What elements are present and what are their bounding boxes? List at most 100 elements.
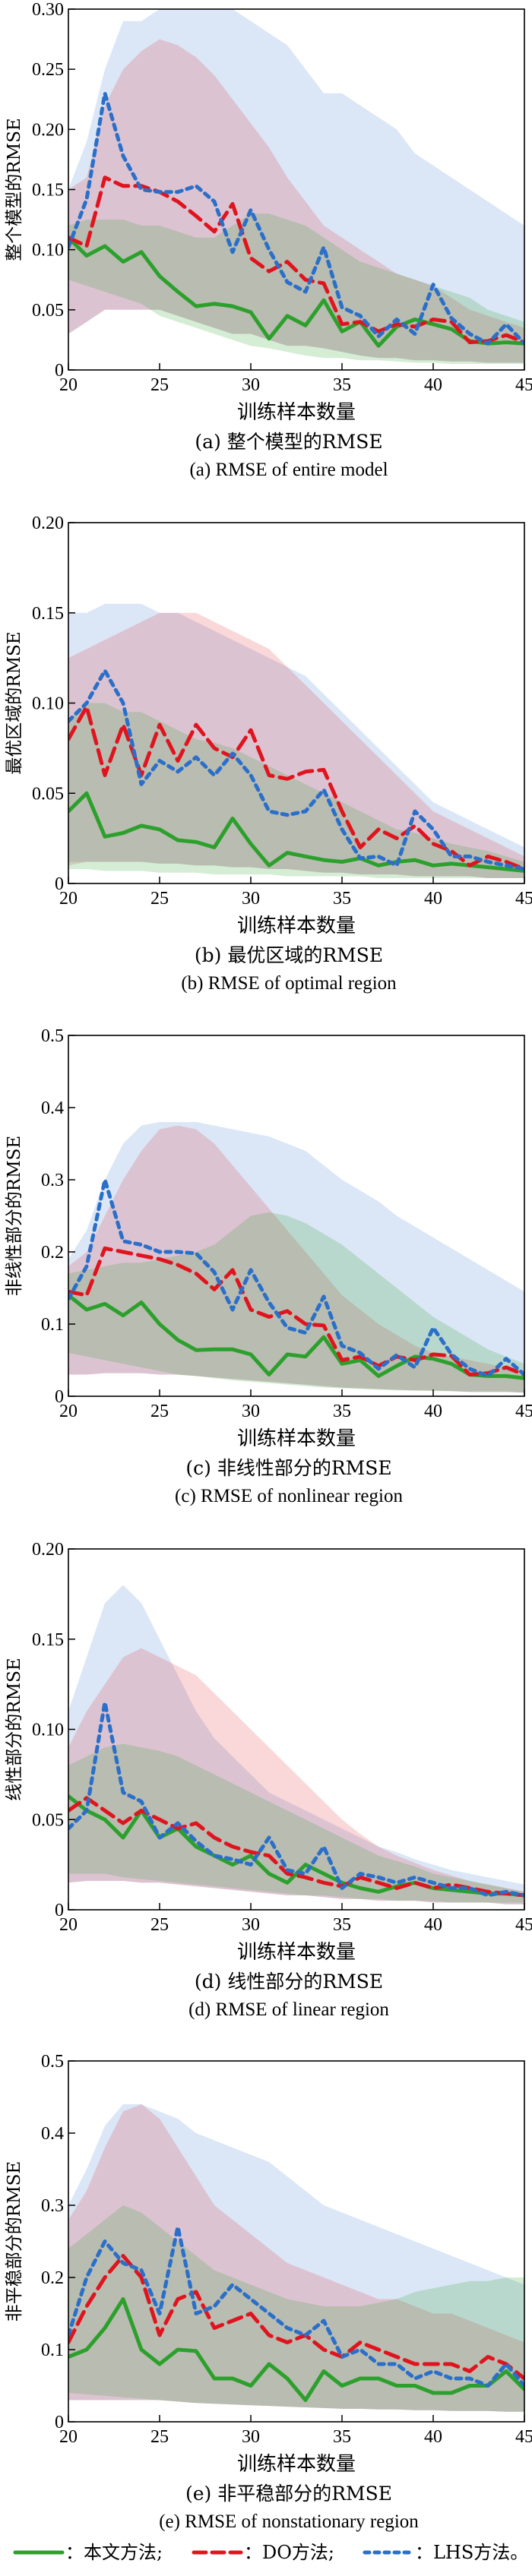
band-2 [68, 9, 524, 363]
y-tick-label: 0.15 [32, 604, 64, 624]
y-tick-label: 0.20 [32, 1540, 64, 1560]
series-line-0 [68, 2297, 524, 2402]
band-0 [68, 1212, 524, 1393]
x-tick-label: 25 [150, 1402, 169, 1421]
y-axis-label: 非线性部分的RMSE [5, 1136, 24, 1296]
caption-zh: (b) 最优区域的RMSE [195, 944, 383, 966]
x-tick-label: 35 [333, 2427, 351, 2447]
chart-panel-a: 0 0.05 0.10 0.15 0.20 0.25 0.30 20 25 30 35 40 45 整个模… [5, 0, 532, 480]
x-tick-label: 45 [515, 375, 532, 395]
caption-en: (d) RMSE of linear region [188, 1999, 389, 2020]
x-tick-label: 30 [242, 1915, 260, 1935]
plot-area [68, 9, 524, 365]
y-tick-label: 0.20 [32, 514, 64, 533]
plot-area [68, 1122, 524, 1393]
caption-en: (e) RMSE of nonstationary region [159, 2511, 419, 2532]
plot-area [68, 603, 524, 878]
x-tick-label: 25 [150, 889, 169, 909]
axes-frame [68, 2060, 525, 2423]
plot-area [68, 2104, 524, 2412]
y-tick-label: 0.10 [32, 694, 64, 714]
x-axis-label: 训练样本数量 [237, 1427, 356, 1450]
y-axis-label: 最优区域的RMSE [5, 631, 24, 774]
chart-panel-c: 0 0.1 0.2 0.3 0.4 0.5 20 25 30 35 40 45 非线性部分的RMSE 训练… [5, 1026, 532, 1506]
y-tick-label: 0.4 [41, 2124, 64, 2144]
x-tick-label: 20 [59, 375, 78, 395]
y-tick-label: 0.05 [32, 1810, 64, 1830]
series-line-1 [68, 1246, 524, 1377]
y-tick-label: 0.25 [32, 60, 64, 80]
band-2 [68, 1585, 524, 1904]
y-tick-label: 0.1 [41, 2341, 64, 2360]
x-tick-label: 20 [59, 889, 78, 909]
x-tick-label: 30 [242, 375, 260, 395]
x-tick-label: 20 [59, 2427, 78, 2447]
y-tick-label: 0.20 [32, 120, 64, 140]
x-tick-label: 40 [424, 1915, 442, 1935]
legend-label-1: ：DO方法; [244, 2542, 334, 2563]
y-tick-label: 0 [55, 874, 64, 894]
chart-panel-e: 0 0.1 0.2 0.3 0.4 0.5 20 25 30 35 40 45 非平稳部分的RMSE 训练… [5, 2052, 532, 2532]
y-tick-label: 0.3 [41, 2196, 64, 2216]
series-line-0 [68, 791, 524, 873]
y-tick-label: 0.30 [32, 0, 64, 20]
series-line-1 [68, 1796, 524, 1898]
x-tick-label: 40 [424, 889, 442, 909]
x-tick-label: 25 [150, 375, 169, 395]
legend: ：本文方法; ：DO方法; ：LHS方法。 [13, 2542, 528, 2563]
x-tick-label: 20 [59, 1915, 78, 1935]
x-tick-label: 45 [515, 2427, 532, 2447]
series-line-2 [68, 1700, 524, 1898]
x-tick-label: 25 [150, 2427, 169, 2447]
plot-area [68, 1585, 524, 1904]
series-line-1 [68, 2254, 524, 2381]
band-1 [68, 612, 524, 878]
y-tick-label: 0 [55, 1387, 64, 1407]
band-0 [68, 703, 524, 878]
caption-en: (c) RMSE of nonlinear region [175, 1486, 403, 1506]
band-2 [68, 1122, 524, 1393]
chart-panel-d: 0 0.05 0.10 0.15 0.20 20 25 30 35 40 45 线性部分的RMSE 训练… [5, 1540, 532, 2020]
x-tick-label: 35 [333, 889, 351, 909]
caption-zh: (a) 整个模型的RMSE [195, 431, 382, 453]
y-tick-label: 0.15 [32, 181, 64, 201]
y-tick-label: 0 [55, 2413, 64, 2432]
axes-frame [68, 1035, 525, 1397]
series-line-0 [68, 1794, 524, 1898]
x-tick-label: 45 [515, 1915, 532, 1935]
x-tick-label: 35 [333, 1915, 351, 1935]
x-tick-label: 20 [59, 1402, 78, 1421]
caption-zh: (d) 线性部分的RMSE [195, 1971, 383, 1993]
x-axis-label: 训练样本数量 [237, 401, 356, 424]
band-2 [68, 603, 524, 878]
x-tick-label: 35 [333, 1402, 351, 1421]
caption-en: (a) RMSE of entire model [189, 460, 388, 480]
band-1 [68, 2104, 524, 2412]
band-1 [68, 1648, 524, 1904]
x-tick-label: 40 [424, 375, 442, 395]
y-axis-label: 非平稳部分的RMSE [5, 2161, 24, 2322]
series-line-0 [68, 235, 524, 348]
y-tick-label: 0.10 [32, 241, 64, 261]
series-line-2 [68, 91, 524, 346]
y-tick-label: 0.4 [41, 1098, 64, 1118]
x-tick-label: 40 [424, 1402, 442, 1421]
x-tick-label: 40 [424, 2427, 442, 2447]
series-line-0 [68, 1293, 524, 1380]
x-tick-label: 35 [333, 375, 351, 395]
y-tick-label: 0.2 [41, 2268, 64, 2288]
y-tick-label: 0.05 [32, 301, 64, 321]
band-1 [68, 39, 524, 363]
y-tick-label: 0.5 [41, 2052, 64, 2072]
x-axis-label: 训练样本数量 [237, 1941, 356, 1964]
band-0 [68, 1743, 524, 1903]
series-line-2 [68, 1177, 524, 1378]
y-tick-label: 0.5 [41, 1026, 64, 1046]
series-line-1 [68, 175, 524, 345]
band-2 [68, 2104, 524, 2412]
y-axis-label: 线性部分的RMSE [5, 1658, 24, 1800]
x-tick-label: 45 [515, 889, 532, 909]
series-line-1 [68, 704, 524, 871]
x-tick-label: 30 [242, 1402, 260, 1421]
legend-label-2: ：LHS方法。 [415, 2542, 528, 2563]
